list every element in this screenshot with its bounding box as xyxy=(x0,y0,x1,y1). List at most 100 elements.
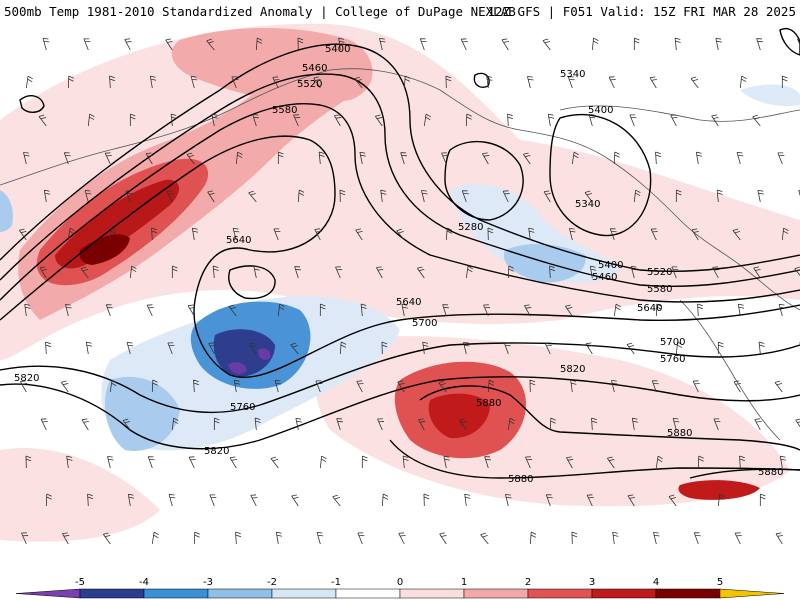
wind-barb xyxy=(273,228,281,241)
wind-barb xyxy=(627,494,635,507)
wind-barb xyxy=(361,455,368,469)
wind-barb xyxy=(45,341,51,355)
contour-label: 5400 xyxy=(325,44,350,55)
contour-label: 5460 xyxy=(302,63,327,74)
colorbar-tick: 1 xyxy=(461,577,467,588)
contour-label: 5400 xyxy=(598,260,623,271)
wind-barb xyxy=(338,37,345,51)
wind-barb xyxy=(655,303,662,317)
wind-barb xyxy=(484,456,491,469)
wind-barb xyxy=(564,304,573,317)
wind-barb xyxy=(18,228,27,241)
wind-barb xyxy=(21,532,29,545)
colorbar-swatch xyxy=(399,588,465,599)
wind-barb xyxy=(439,532,447,545)
warm-anomaly-faint-sw xyxy=(0,448,160,542)
wind-barb xyxy=(713,418,721,431)
wind-barb xyxy=(693,532,701,545)
wind-barb xyxy=(316,532,324,545)
contour-label: 5880 xyxy=(508,474,533,485)
wind-barb xyxy=(715,37,722,51)
wind-barb xyxy=(315,380,323,393)
wind-barb xyxy=(149,75,157,89)
wind-barb xyxy=(253,265,260,279)
wind-barb xyxy=(737,303,745,317)
wind-barb xyxy=(272,76,280,89)
wind-barb xyxy=(463,341,470,355)
wind-barb xyxy=(206,38,215,51)
contour-label: 5640 xyxy=(396,297,421,308)
wind-barb xyxy=(781,75,788,89)
wind-barb xyxy=(630,266,638,279)
colorbar-swatch xyxy=(655,588,721,599)
wind-barb xyxy=(483,304,491,317)
wind-barb xyxy=(249,342,257,355)
wind-barb xyxy=(354,76,363,89)
wind-barb xyxy=(458,418,467,431)
wind-barb xyxy=(501,38,509,51)
wind-barb xyxy=(277,303,285,317)
wind-barb xyxy=(146,304,154,317)
wind-barb xyxy=(233,379,241,393)
wind-barb xyxy=(777,152,785,165)
wind-barb xyxy=(778,304,786,317)
wind-barb xyxy=(105,304,113,317)
wind-barb xyxy=(65,303,72,317)
colorbar-swatch xyxy=(15,588,81,599)
wind-barb xyxy=(631,417,639,431)
wind-barb xyxy=(275,531,283,545)
wind-barb xyxy=(626,342,635,355)
wind-barb xyxy=(734,532,742,545)
map-title: 500mb Temp 1981-2010 Standardized Anomal… xyxy=(4,4,516,19)
wind-barb xyxy=(569,227,576,241)
wind-barb xyxy=(129,265,137,279)
wind-barb xyxy=(145,152,153,165)
wind-barb xyxy=(250,494,258,507)
wind-barb xyxy=(545,494,553,507)
wind-barb xyxy=(711,114,719,127)
wind-barb xyxy=(167,342,175,355)
cold-anomaly-extreme-2 xyxy=(258,348,271,360)
wind-barb xyxy=(461,190,469,203)
warm-anomaly-weak-alaska xyxy=(171,28,373,104)
wind-barb xyxy=(332,494,341,507)
wind-barb xyxy=(319,455,327,469)
wind-barb xyxy=(339,341,347,355)
wind-barb xyxy=(170,113,177,127)
colorbar-swatch xyxy=(719,588,785,599)
wind-barb xyxy=(675,189,682,203)
wind-barb xyxy=(356,380,364,393)
wind-barb xyxy=(419,38,427,51)
wind-barb xyxy=(254,417,261,431)
wind-barb xyxy=(151,227,157,241)
wind-barb xyxy=(547,113,555,127)
wind-barb xyxy=(380,189,387,203)
wind-barb xyxy=(758,341,765,355)
wind-barb xyxy=(381,341,388,355)
wind-barb xyxy=(297,37,304,51)
colorbar-tick: -4 xyxy=(139,577,149,588)
warm-anomaly-subtropical-core xyxy=(428,393,490,439)
wind-barb xyxy=(43,189,51,203)
wind-barb xyxy=(442,304,449,317)
contour-label: 5760 xyxy=(660,354,685,365)
wind-barb xyxy=(104,152,112,165)
wind-barb xyxy=(668,494,677,507)
wind-barb xyxy=(294,266,301,279)
wind-barb xyxy=(774,380,783,393)
wind-barb xyxy=(165,38,173,51)
wind-barb xyxy=(229,456,237,469)
wind-barb xyxy=(460,38,468,51)
wind-barb xyxy=(757,189,764,203)
wind-barb xyxy=(445,75,452,89)
wind-barb xyxy=(588,114,596,127)
wind-barb xyxy=(40,418,48,431)
wind-barb xyxy=(422,341,429,355)
wind-barb xyxy=(252,114,259,127)
colorbar-tick: 5 xyxy=(717,577,723,588)
wind-barb xyxy=(295,417,302,431)
wind-barb xyxy=(571,531,578,545)
wind-barb xyxy=(570,379,577,393)
anomaly-colorbar: -5 -4 -3 -2 -1 0 1 2 3 4 5 xyxy=(0,577,800,600)
wind-barb xyxy=(543,190,551,203)
